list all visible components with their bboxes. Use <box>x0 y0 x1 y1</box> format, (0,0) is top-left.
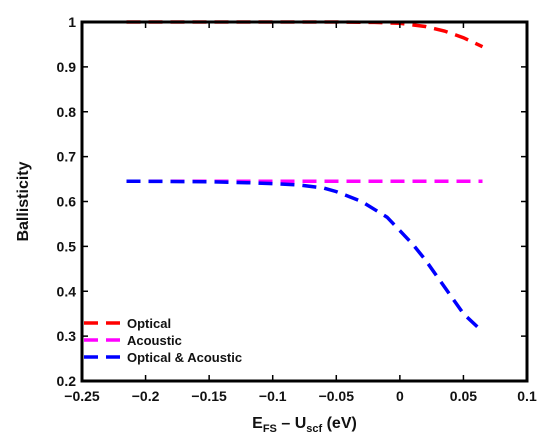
x-tick-label: 0 <box>396 388 404 404</box>
x-axis-label-main-sub: FS <box>263 423 277 435</box>
x-tick-label: −0.2 <box>132 388 160 404</box>
y-tick-label: 1 <box>68 14 76 30</box>
y-tick-label: 0.8 <box>57 104 77 120</box>
x-axis-label-unit: (eV) <box>322 415 357 432</box>
y-tick-label: 0.5 <box>57 238 77 254</box>
legend-label-0: Optical <box>127 316 171 331</box>
x-axis-label-second-sub: scf <box>306 423 322 435</box>
x-tick-label: −0.1 <box>259 388 287 404</box>
y-tick-label: 0.6 <box>57 194 77 210</box>
y-axis-label: Ballisticity <box>15 161 32 241</box>
x-tick-label: 0.1 <box>517 388 537 404</box>
x-axis-label: EFS – Uscf (eV) <box>252 415 357 435</box>
legend-label-2: Optical & Acoustic <box>127 350 242 365</box>
y-tick-label: 0.9 <box>57 59 77 75</box>
y-tick-label: 0.7 <box>57 149 77 165</box>
x-tick-label: −0.15 <box>191 388 227 404</box>
x-tick-label: −0.05 <box>319 388 355 404</box>
y-tick-label: 0.3 <box>57 328 77 344</box>
ticks-layer: −0.25 −0.2 −0.15 −0.1 −0.05 0 0.05 0.1 0.2 0.3 0.4… <box>57 14 537 404</box>
legend-label-1: Acoustic <box>127 333 182 348</box>
x-tick-label: 0.05 <box>450 388 477 404</box>
x-axis-label-main: E <box>252 415 263 432</box>
x-tick-label: −0.25 <box>64 388 100 404</box>
legend: Optical Acoustic Optical & Acoustic <box>84 316 242 365</box>
y-tick-label: 0.4 <box>57 283 77 299</box>
x-axis-label-second: U <box>295 415 307 432</box>
series-line-2 <box>126 179 484 333</box>
y-tick-label: 0.2 <box>57 373 77 389</box>
x-axis-label-dash: – <box>277 415 295 432</box>
